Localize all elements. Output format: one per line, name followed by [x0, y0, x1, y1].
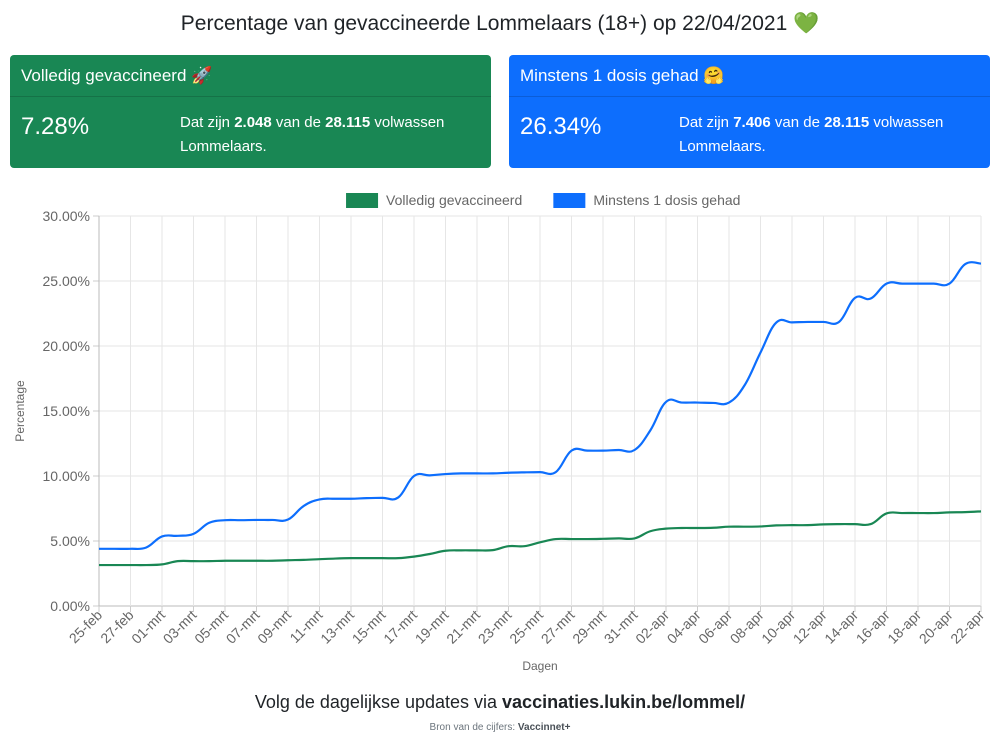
- x-tick-label: 05-mrt: [191, 607, 231, 647]
- x-tick-label: 31-mrt: [601, 607, 641, 647]
- fully-vaccinated-description: Dat zijn 2.048 van de 28.115 volwassen L…: [180, 114, 445, 155]
- x-tick-label: 10-apr: [758, 607, 798, 647]
- y-tick-label: 0.00%: [50, 598, 90, 614]
- x-tick-label: 27-mrt: [538, 607, 578, 647]
- y-tick-label: 30.00%: [43, 208, 90, 224]
- one-dose-count: 7.406: [733, 114, 771, 131]
- legend-label: Minstens 1 dosis gehad: [593, 192, 740, 208]
- legend-label: Volledig gevaccineerd: [386, 192, 522, 208]
- x-tick-label: 06-apr: [695, 607, 735, 647]
- x-tick-label: 21-mrt: [443, 607, 483, 647]
- x-tick-label: 02-apr: [632, 607, 672, 647]
- one-dose-card-title: Minstens 1 dosis gehad 🤗: [509, 55, 990, 97]
- x-tick-label: 23-mrt: [475, 607, 515, 647]
- x-tick-label: 17-mrt: [380, 607, 420, 647]
- one-dose-percentage: 26.34%: [520, 113, 602, 140]
- legend-swatch: [346, 193, 379, 208]
- y-tick-label: 20.00%: [43, 338, 90, 354]
- footer-updates-text: Volg de dagelijkse updates via vaccinati…: [254, 692, 746, 712]
- one-dose-series-line: [99, 261, 982, 551]
- fully-vaccinated-series-line: [99, 510, 982, 567]
- page-title: Percentage van gevaccineerde Lommelaars …: [180, 12, 820, 35]
- vaccination-chart: 0.00% 5.00% 10.00% 15.00% 20.00% 25.00% 30.00%…: [0, 185, 1000, 680]
- x-tick-label: 25-mrt: [506, 607, 546, 647]
- one-dose-total: 28.115: [824, 114, 870, 131]
- updates-link[interactable]: vaccinaties.lukin.be/lommel/: [502, 692, 746, 712]
- y-tick-label: 15.00%: [43, 403, 90, 419]
- one-dose-description: Dat zijn 7.406 van de 28.115 volwassen L…: [679, 114, 944, 155]
- x-tick-label: 19-mrt: [412, 607, 452, 647]
- x-axis-label: Dagen: [522, 659, 557, 673]
- x-tick-label: 03-mrt: [160, 607, 200, 647]
- x-tick-label: 07-mrt: [223, 607, 263, 647]
- x-tick-label: 22-apr: [947, 607, 987, 647]
- fully-vaccinated-percentage: 7.28%: [21, 113, 90, 140]
- x-tick-label: 27-feb: [97, 607, 137, 647]
- x-tick-label: 16-apr: [853, 607, 893, 647]
- x-tick-label: 29-mrt: [569, 607, 609, 647]
- fully-vaccinated-count: 2.048: [234, 114, 272, 131]
- x-tick-label: 13-mrt: [317, 607, 357, 647]
- fully-vaccinated-card: Volledig gevaccineerd 🚀 7.28% Dat zijn 2…: [10, 55, 491, 168]
- fully-vaccinated-total: 28.115: [325, 114, 371, 131]
- y-tick-label: 5.00%: [50, 533, 90, 549]
- legend-swatch: [553, 193, 586, 208]
- y-tick-label: 10.00%: [43, 468, 90, 484]
- x-tick-label: 18-apr: [884, 607, 924, 647]
- y-axis-label: Percentage: [13, 380, 27, 442]
- fully-vaccinated-card-title: Volledig gevaccineerd 🚀: [10, 55, 491, 97]
- x-tick-label: 12-apr: [790, 607, 830, 647]
- x-tick-label: 11-mrt: [286, 607, 325, 646]
- footer-source-text: Bron van de cijfers: Vaccinnet+: [429, 722, 571, 733]
- one-dose-card: Minstens 1 dosis gehad 🤗 26.34% Dat zijn…: [509, 55, 990, 168]
- x-tick-label: 01-mrt: [128, 607, 168, 647]
- x-tick-label: 08-apr: [727, 607, 767, 647]
- x-tick-label: 09-mrt: [254, 607, 294, 647]
- x-tick-label: 14-apr: [821, 607, 861, 647]
- y-tick-label: 25.00%: [43, 273, 90, 289]
- x-tick-label: 15-mrt: [349, 607, 389, 647]
- source-name: Vaccinnet+: [517, 722, 571, 733]
- line-chart-svg: 0.00% 5.00% 10.00% 15.00% 20.00% 25.00% 30.00%…: [13, 192, 987, 673]
- x-tick-label: 04-apr: [664, 607, 704, 647]
- x-tick-label: 20-apr: [916, 607, 956, 647]
